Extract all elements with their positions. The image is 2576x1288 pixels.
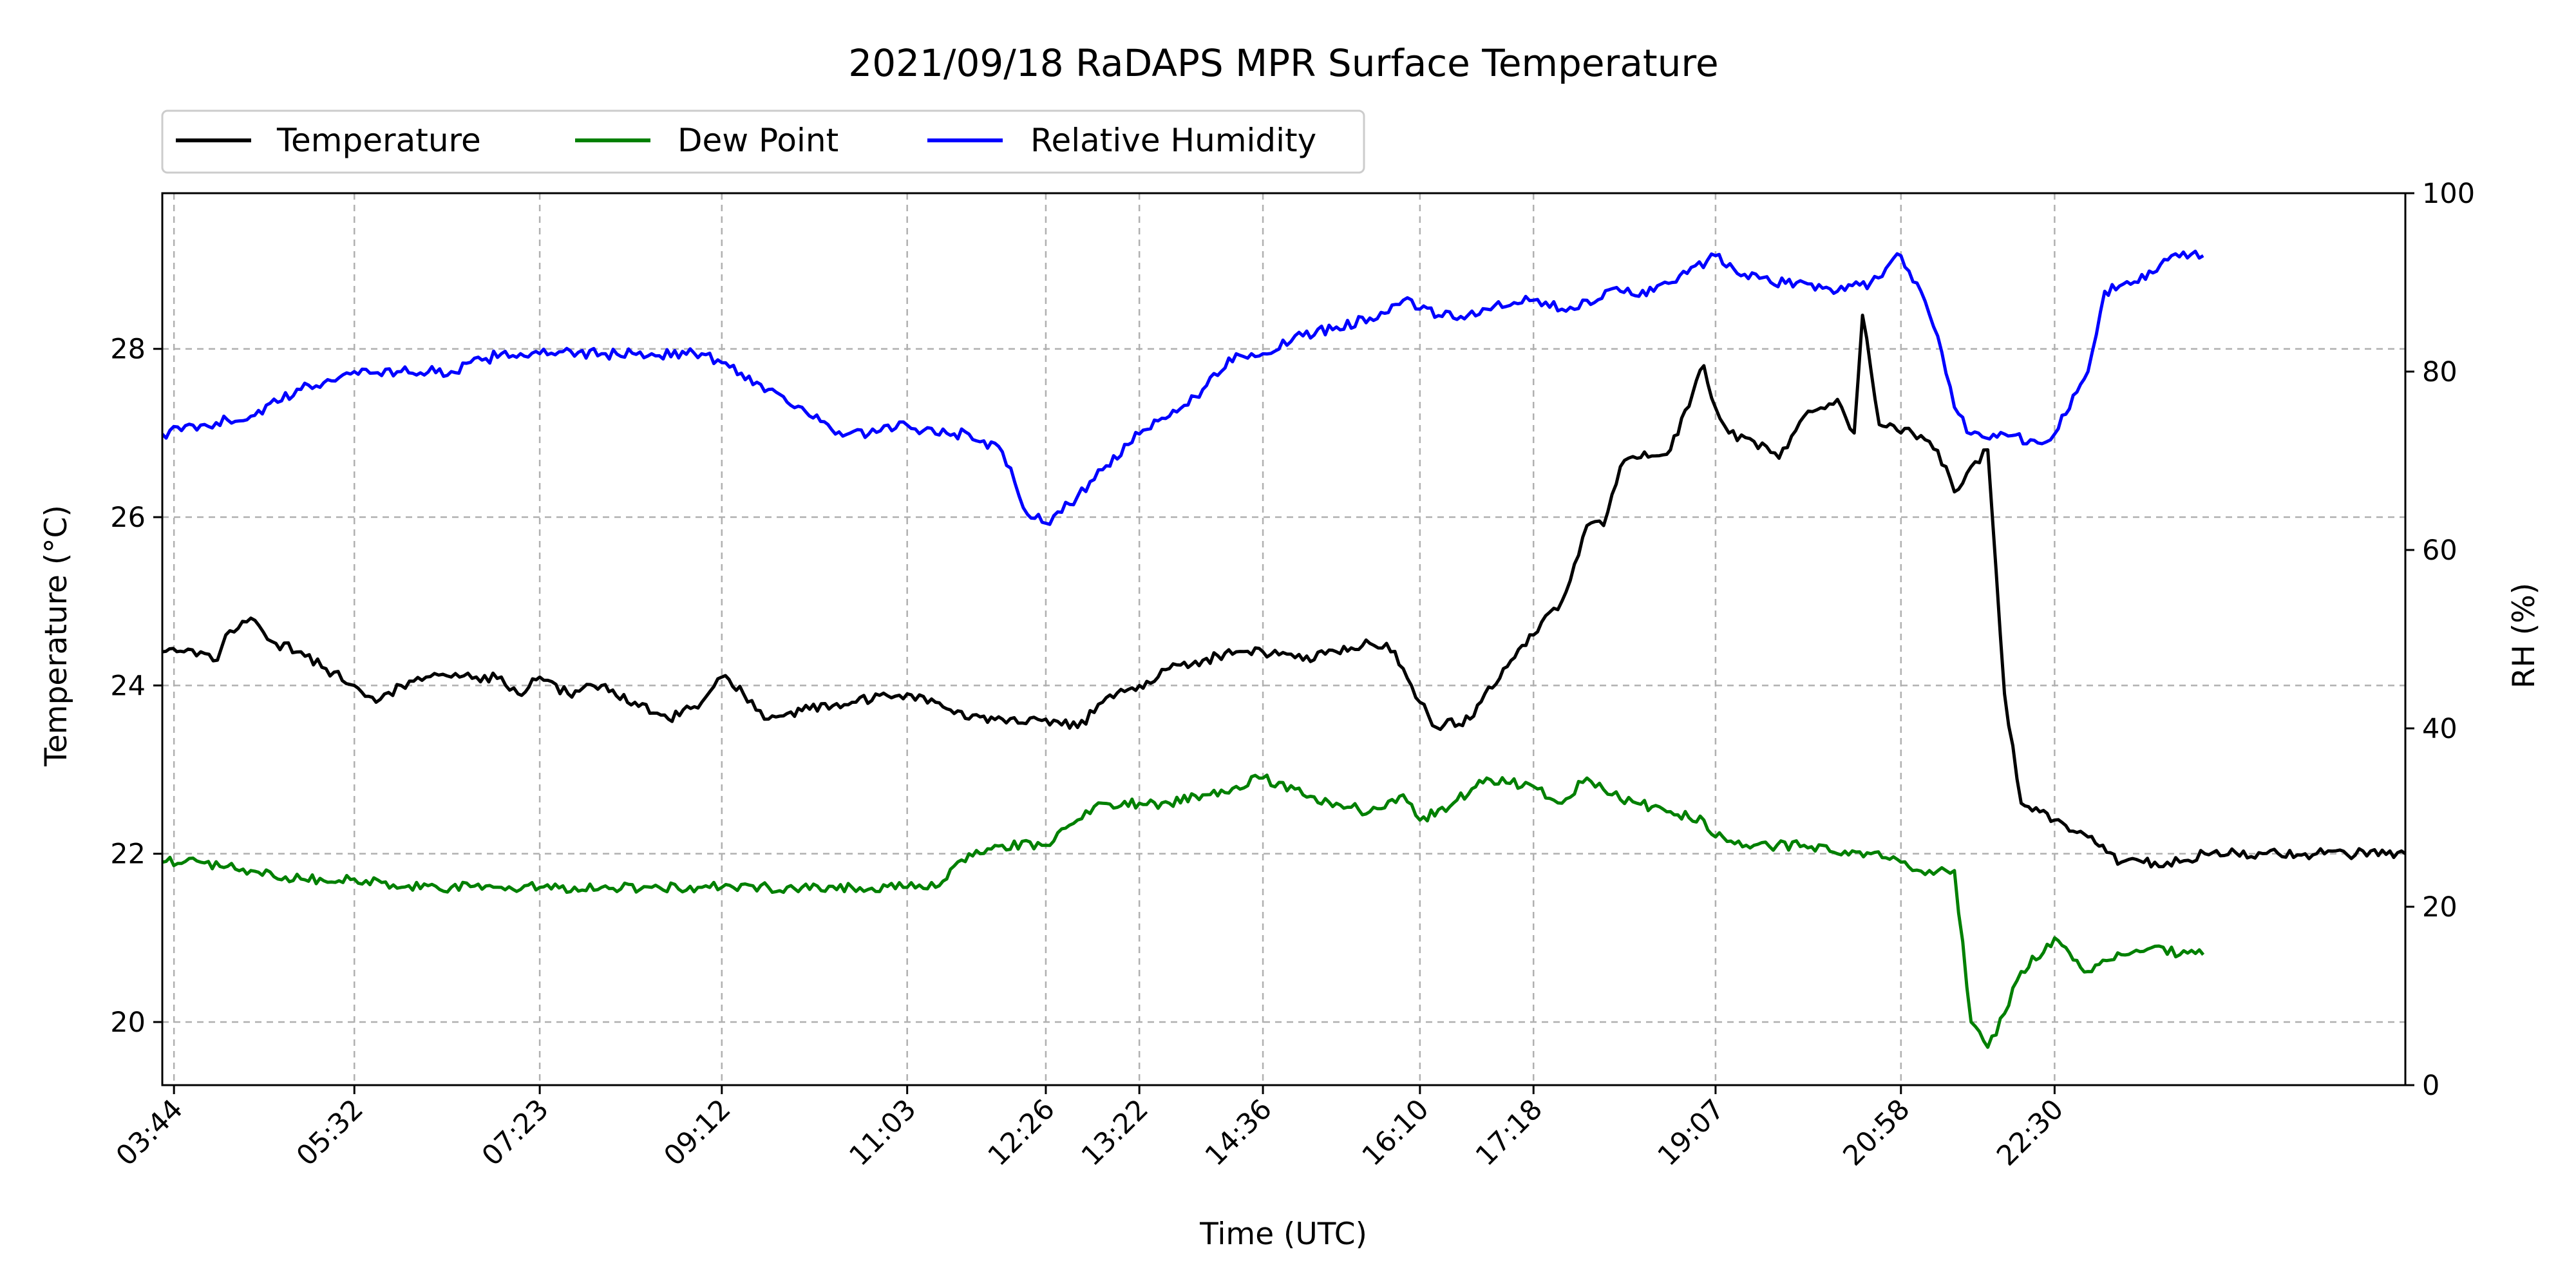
plot-frame — [161, 192, 2407, 1086]
y-tick-label: 28 — [110, 334, 146, 366]
series-relative-humidity — [161, 249, 2204, 526]
y2-axis-label: RH (%) — [2506, 583, 2542, 688]
x-tick-label: 19:07 — [1652, 1093, 1731, 1172]
x-tick-label: 16:10 — [1356, 1093, 1435, 1172]
series-layer — [161, 249, 2407, 1049]
y2-tick-label: 20 — [2422, 891, 2458, 923]
legend: Temperature Dew Point Relative Humidity — [161, 109, 1365, 174]
y-tick-label: 20 — [110, 1007, 146, 1039]
legend-label-relative-humidity: Relative Humidity — [1030, 122, 1316, 159]
y-axis-label: Temperature (°C) — [39, 505, 74, 767]
x-tick-label: 22:30 — [1991, 1093, 2070, 1172]
x-axis-label: Time (UTC) — [1199, 1217, 1367, 1252]
x-tick-label: 14:36 — [1199, 1093, 1278, 1172]
y-axis-left: 20 22 24 26 28 — [110, 334, 162, 1039]
y2-tick-label: 0 — [2422, 1070, 2439, 1102]
x-tick-label: 20:58 — [1837, 1093, 1917, 1172]
x-tick-label: 03:44 — [110, 1093, 189, 1172]
x-tick-label: 12:26 — [982, 1093, 1061, 1172]
legend-label-dew-point: Dew Point — [677, 122, 838, 159]
x-tick-label: 13:22 — [1075, 1093, 1155, 1172]
y2-tick-label: 100 — [2422, 178, 2475, 210]
x-tick-label: 09:12 — [658, 1093, 737, 1172]
y2-tick-label: 80 — [2422, 356, 2458, 388]
y2-tick-label: 40 — [2422, 713, 2458, 745]
legend-label-temperature: Temperature — [276, 122, 481, 159]
grid — [162, 193, 2405, 1085]
y-tick-label: 22 — [110, 838, 146, 871]
series-dew-point — [162, 773, 2205, 1049]
series-temperature — [162, 314, 2407, 869]
y-axis-right: 0 20 40 60 80 100 — [2405, 178, 2475, 1102]
y2-tick-label: 60 — [2422, 535, 2458, 567]
x-axis: 03:44 05:32 07:23 09:12 11:03 12:26 13:22 14:36… — [110, 1085, 2070, 1172]
y-tick-label: 24 — [110, 670, 146, 702]
x-tick-label: 05:32 — [290, 1093, 370, 1172]
y-tick-label: 26 — [110, 502, 146, 534]
x-tick-label: 07:23 — [476, 1093, 555, 1172]
x-tick-label: 17:18 — [1470, 1093, 1549, 1172]
x-tick-label: 11:03 — [843, 1093, 922, 1172]
chart-title: 2021/09/18 RaDAPS MPR Surface Temperatur… — [848, 41, 1718, 85]
legend-frame — [161, 109, 1365, 174]
